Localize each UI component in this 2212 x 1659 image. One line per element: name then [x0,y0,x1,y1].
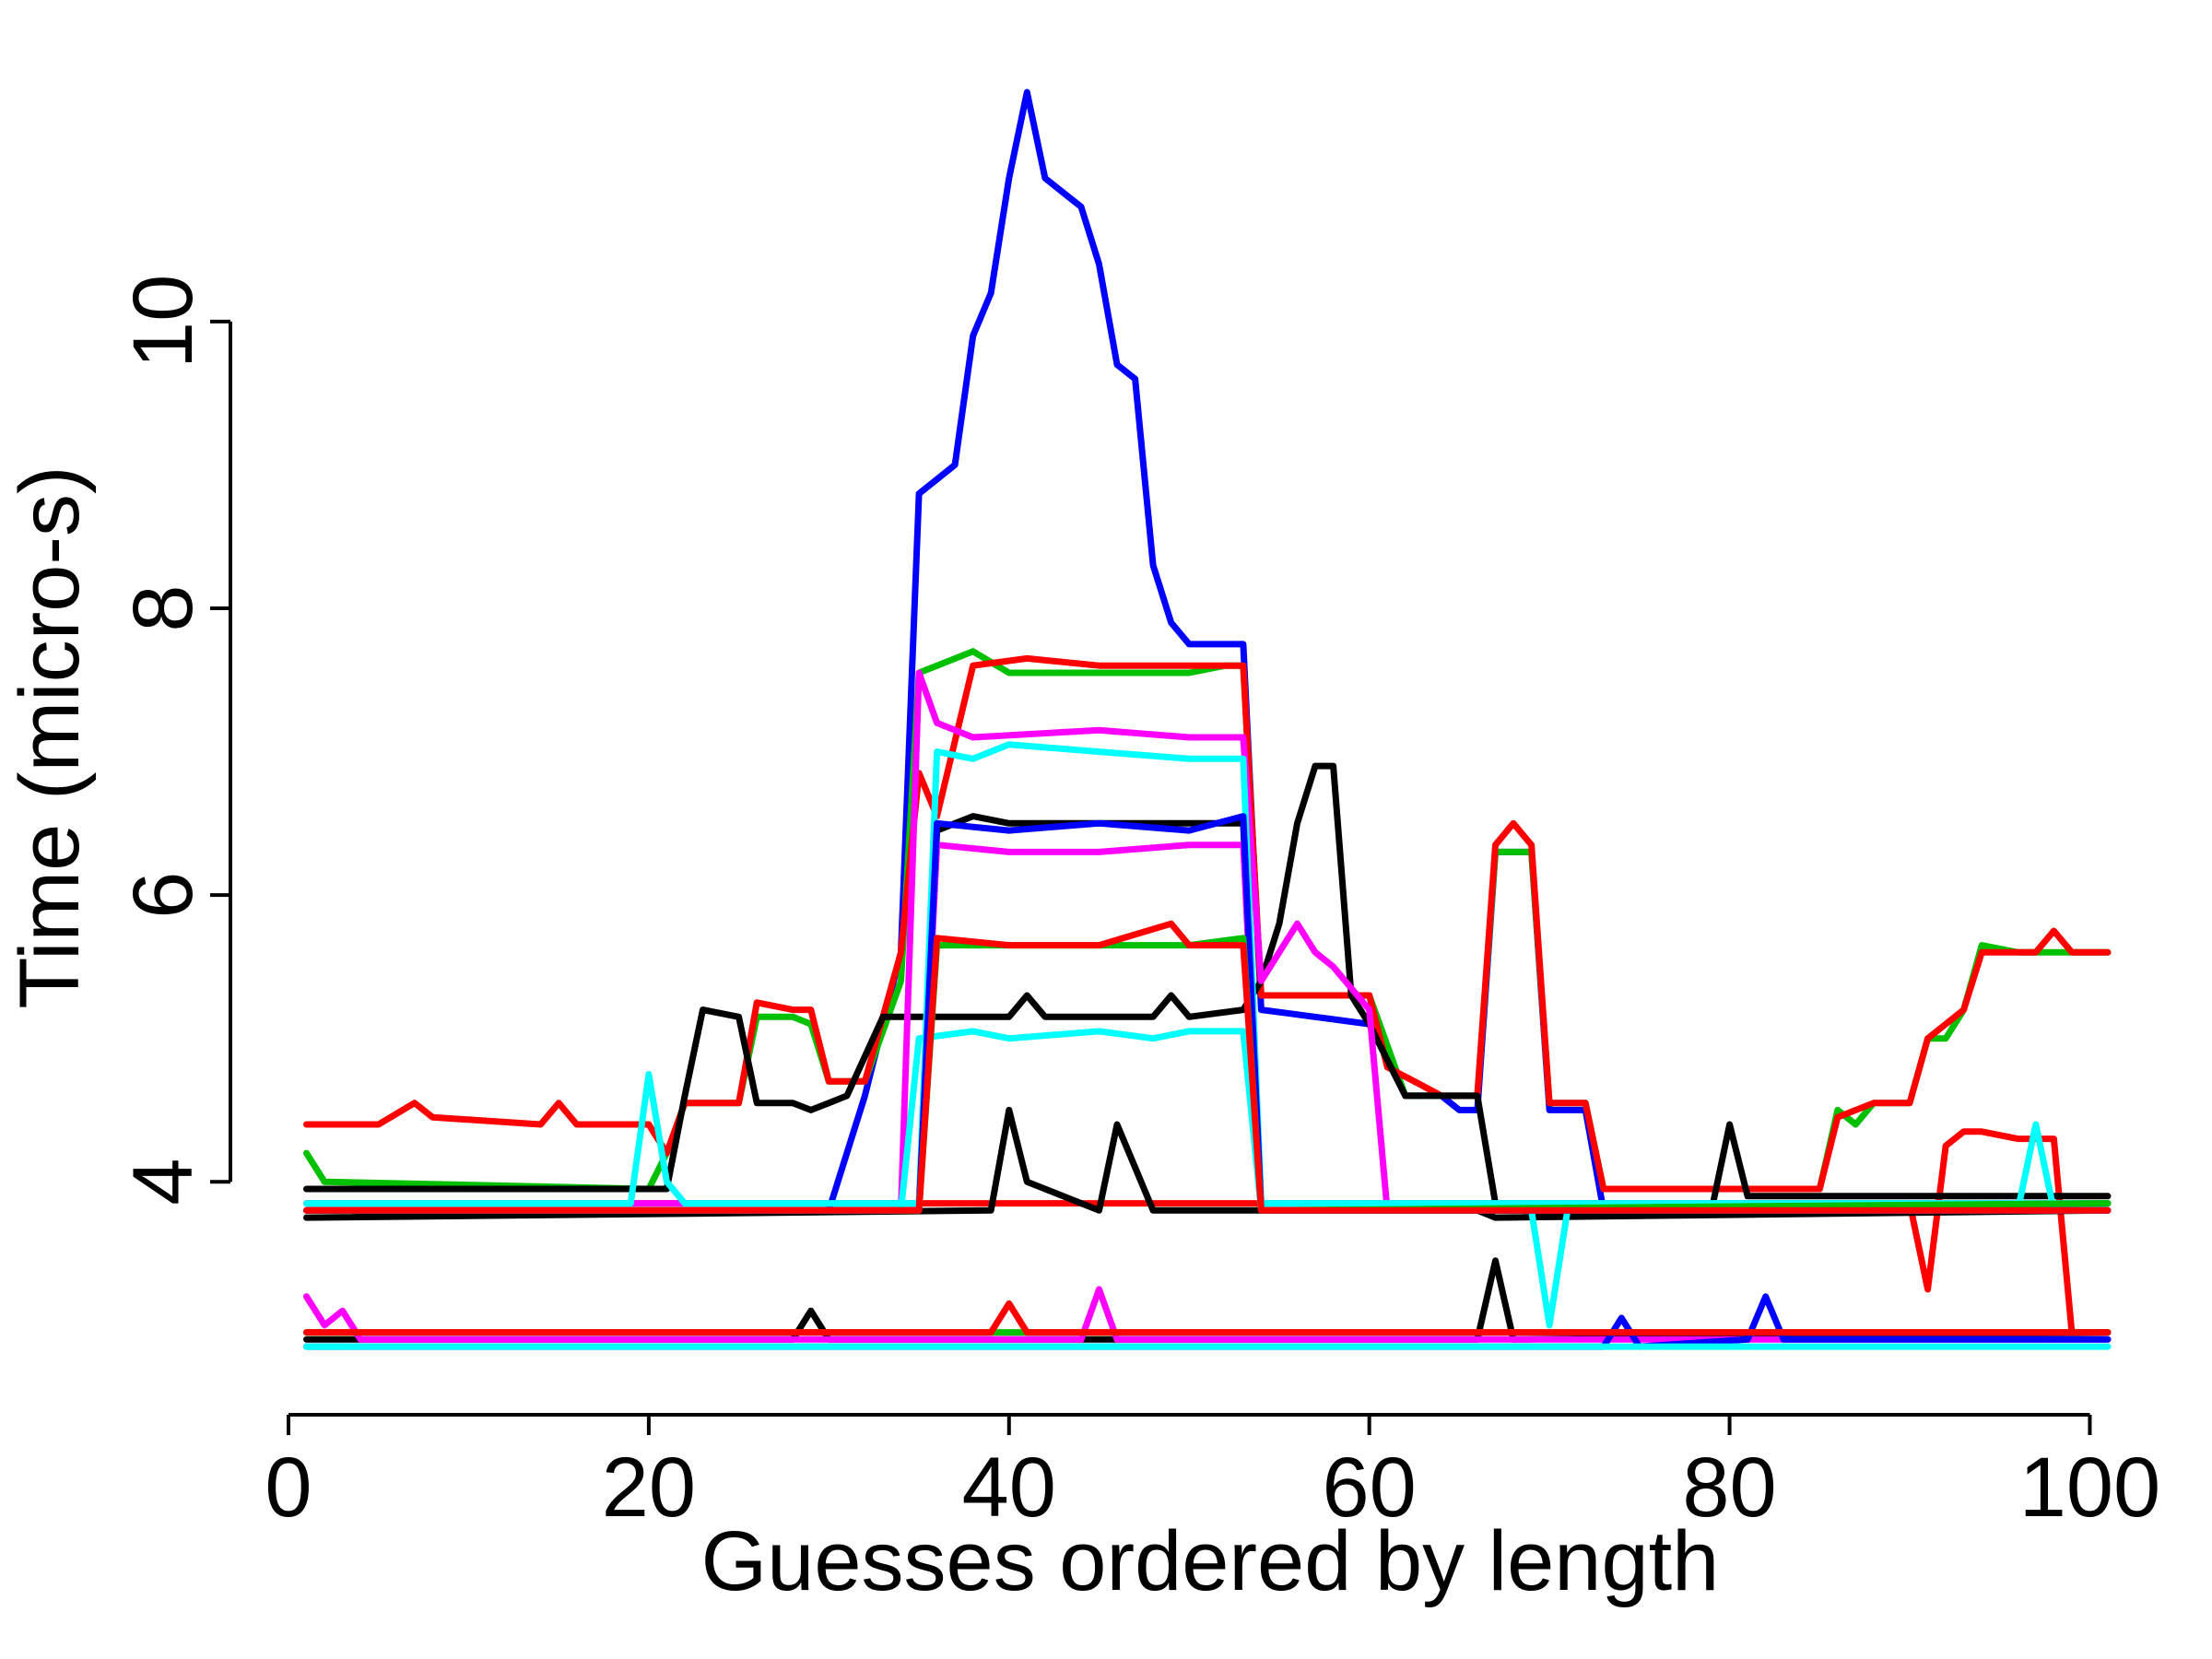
y-tick-label: 4 [116,1159,210,1206]
x-tick-label: 60 [1323,1441,1417,1535]
series-line-10 [303,841,2112,1207]
series-line-5 [303,762,2112,1207]
x-tick-label: 40 [962,1441,1056,1535]
series-line-7 [303,1106,2112,1221]
series-line-2 [303,648,2112,1193]
series-line-1 [303,88,2112,1214]
x-tick-label: 100 [2019,1441,2161,1535]
x-axis-ticks: 0 20 40 60 80 100 [265,1415,2160,1535]
y-tick-label: 6 [116,872,210,919]
y-axis-title: Time (micro-s) [3,465,97,1008]
x-tick-label: 0 [265,1441,312,1535]
series-line-9 [303,669,2112,1214]
x-axis-title: Guesses ordered by length [701,1514,1720,1608]
series-line-12 [303,741,2112,1207]
y-tick-label: 8 [116,584,210,631]
x-tick-label: 80 [1682,1441,1776,1535]
series-line-8 [303,1257,2112,1343]
series-line-17 [303,920,2112,1214]
series-line-13 [303,1028,2112,1329]
y-tick-label: 10 [116,275,210,369]
series-line-4 [303,1128,2112,1336]
series-line-19 [303,1300,2112,1336]
series-line-16 [303,935,2112,1214]
x-tick-label: 20 [602,1441,696,1535]
series-layer [303,88,2112,1350]
y-axis-ticks: 4 6 8 10 [116,275,230,1206]
